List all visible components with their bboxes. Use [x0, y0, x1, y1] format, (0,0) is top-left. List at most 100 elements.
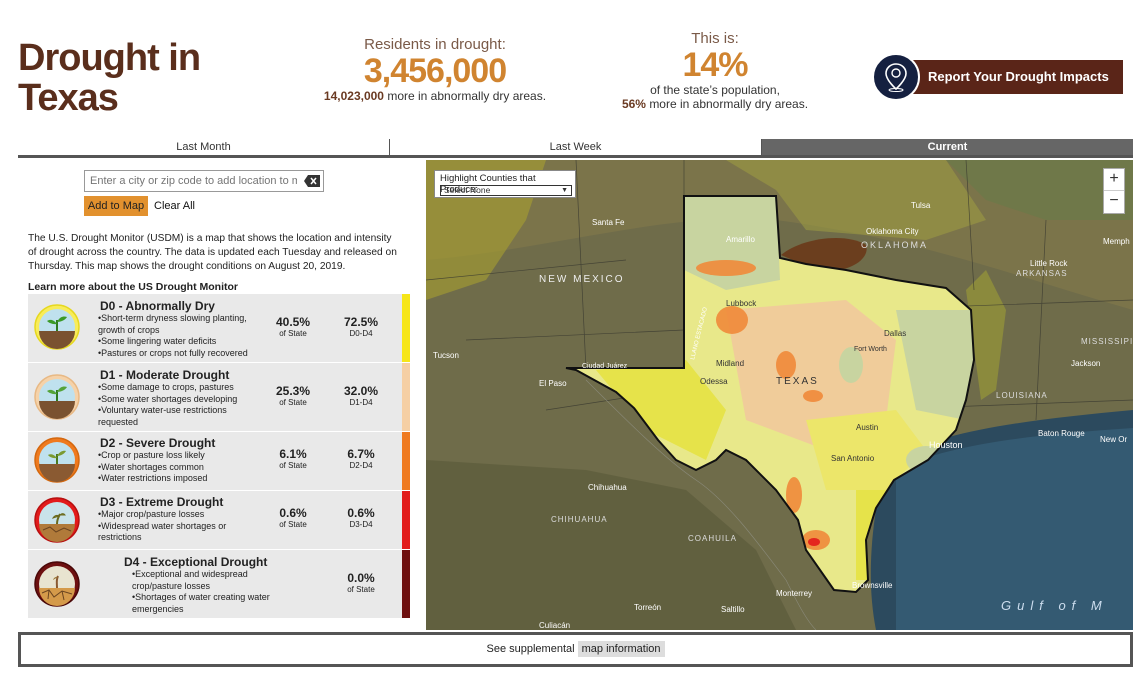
pct-cum-value: 72.5%	[343, 315, 379, 329]
category-bullets: Major crop/pasture losses Widespread wat…	[98, 509, 258, 544]
seedling-icon	[34, 437, 80, 483]
time-tabs: Last Month Last Week Current	[18, 139, 1133, 158]
zoom-out-button[interactable]: −	[1109, 192, 1119, 209]
category-color-bar	[402, 550, 410, 618]
place-label: Fort Worth	[854, 346, 887, 353]
bullet: Voluntary water-use restrictions request…	[98, 405, 258, 428]
place-label: Gulf of M	[1001, 598, 1108, 613]
place-label: Jackson	[1071, 359, 1100, 368]
location-search-input[interactable]	[84, 170, 324, 192]
left-panel: Add to Map Clear All The U.S. Drought Mo…	[18, 160, 426, 630]
population-more-line: 56% more in abnormally dry areas.	[590, 97, 840, 111]
map-information-link[interactable]: map information	[577, 641, 665, 657]
place-label: MISSISSIPI	[1081, 337, 1133, 346]
river-grande	[585, 379, 817, 630]
place-label: Torreón	[634, 603, 661, 612]
pct-state-value: 25.3%	[275, 384, 311, 398]
bullet: Exceptional and widespread crop/pasture …	[132, 569, 282, 592]
place-label: Odessa	[700, 377, 728, 386]
tab-last-month[interactable]: Last Month	[18, 139, 390, 155]
place-label: Chihuahua	[588, 483, 627, 492]
zoom-in-button[interactable]: +	[1104, 169, 1124, 191]
dry-region-east	[966, 270, 1006, 400]
page-title: Drought in Texas	[18, 38, 201, 118]
area-d2-panhandle	[696, 260, 756, 276]
tab-last-week[interactable]: Last Week	[390, 139, 762, 155]
area-d1-central	[726, 300, 896, 450]
place-label: ARKANSAS	[1016, 269, 1068, 278]
state-borders	[426, 160, 1133, 421]
category-color-bar	[402, 294, 410, 362]
area-d0-west	[596, 360, 726, 460]
map-labels: Santa Fe Amarillo Oklahoma City OKLAHOMA…	[433, 201, 1133, 630]
pct-cum-label: D1-D4	[349, 398, 373, 407]
bullet: Major crop/pasture losses	[98, 509, 258, 521]
residents-value: 3,456,000	[363, 52, 507, 90]
population-text: of the state’s population,	[650, 83, 780, 97]
bullet: Shortages of water creating water emerge…	[132, 592, 282, 615]
report-impacts-label: Report Your Drought Impacts	[910, 60, 1123, 94]
pct-state-label: of State	[347, 585, 375, 594]
pct-state-label: of State	[279, 398, 307, 407]
category-bullets: Exceptional and widespread crop/pasture …	[132, 569, 282, 615]
category-color-bar	[402, 363, 410, 431]
pct-cum-value: 0.6%	[347, 506, 375, 520]
category-row-d1: D1 - Moderate Drought Some damage to cro…	[28, 363, 410, 431]
pct-state-label: of State	[279, 461, 307, 470]
abnormal-text: more in abnormally dry areas.	[387, 89, 547, 103]
wilted-plant-icon	[34, 497, 80, 543]
category-name: D1 - Moderate Drought	[100, 368, 230, 382]
place-label: Monterrey	[776, 589, 812, 598]
place-label: Brownsville	[852, 581, 893, 590]
green-region-ne	[946, 160, 1133, 220]
pct-of-state: 0.6% of State	[268, 506, 318, 529]
pct-cumulative: 72.5% D0-D4	[336, 315, 386, 338]
pct-state-value: 0.0%	[347, 571, 375, 585]
place-label: NEW MEXICO	[539, 274, 625, 285]
pct-cum-label: D2-D4	[349, 461, 373, 470]
area-east-none	[896, 310, 974, 420]
clear-all-link[interactable]: Clear All	[154, 200, 195, 212]
highlight-selected-value: Select None	[444, 185, 491, 195]
bullet: Crop or pasture loss likely	[98, 450, 258, 462]
highlight-counties-select[interactable]: Select None ▼	[440, 185, 572, 196]
place-label: Oklahoma City	[866, 227, 918, 236]
location-pin-icon	[872, 53, 920, 101]
category-color-bar	[402, 432, 410, 490]
pct-of-state: 40.5% of State	[268, 315, 318, 338]
area-d0-south-central	[806, 410, 926, 490]
place-label: Austin	[856, 423, 878, 432]
category-row-d0: D0 - Abnormally Dry Short-term dryness s…	[28, 294, 410, 362]
place-label: New Or	[1100, 435, 1127, 444]
residents-label: Residents in drought:	[364, 36, 506, 53]
category-name: D0 - Abnormally Dry	[100, 299, 215, 313]
tab-current[interactable]: Current	[762, 139, 1133, 155]
bullet: Water shortages common	[98, 462, 258, 474]
place-label: Houston	[929, 440, 963, 450]
bullet: Some water shortages developing	[98, 394, 258, 406]
learn-more-link[interactable]: Learn more about the US Drought Monitor	[28, 281, 238, 293]
area-none-pocket	[839, 347, 863, 383]
highlight-counties-label: Highlight Counties that Produce:	[440, 173, 536, 195]
this-is-label: This is:	[691, 30, 739, 47]
add-to-map-button[interactable]: Add to Map	[84, 196, 148, 216]
pct-state-label: of State	[279, 329, 307, 338]
clear-input-icon[interactable]	[304, 175, 320, 187]
pct-cumulative: 32.0% D1-D4	[336, 384, 386, 407]
place-label: Santa Fe	[592, 218, 625, 227]
place-label: Lubbock	[726, 299, 757, 308]
place-label: El Paso	[539, 379, 567, 388]
place-label: Culiacán	[539, 621, 570, 630]
place-label: LOUISIANA	[996, 391, 1048, 400]
seedling-icon	[34, 374, 80, 420]
bullet: Some damage to crops, pastures	[98, 382, 258, 394]
map-canvas[interactable]: Santa Fe Amarillo Oklahoma City OKLAHOMA…	[426, 160, 1133, 630]
bullet: Short-term dryness slowing planting, gro…	[98, 313, 258, 336]
bullet: Pastures or crops not fully recovered	[98, 348, 258, 360]
report-impacts-button[interactable]: Report Your Drought Impacts	[872, 53, 1123, 101]
pct-cumulative: 6.7% D2-D4	[336, 447, 386, 470]
place-label: Tulsa	[911, 201, 931, 210]
drought-map[interactable]: Santa Fe Amarillo Oklahoma City OKLAHOMA…	[426, 160, 1133, 630]
abnormal-value: 14,023,000	[323, 89, 384, 103]
bullet: Widespread water shortages or restrictio…	[98, 521, 258, 544]
